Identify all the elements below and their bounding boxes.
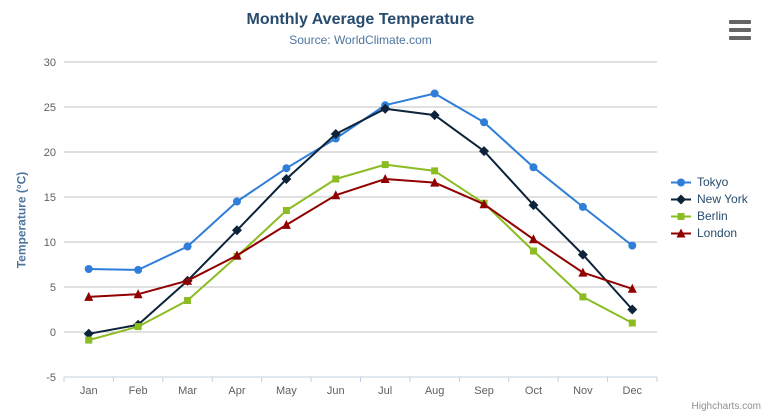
y-axis-tick-label: 30	[44, 57, 56, 69]
data-point-marker	[676, 194, 686, 205]
legend-item-new-york[interactable]: New York	[670, 193, 748, 206]
square-legend-icon	[671, 213, 691, 220]
y-axis-tick-label: 15	[44, 192, 56, 204]
series-line-berlin	[88, 163, 633, 342]
data-point-marker[interactable]	[528, 234, 538, 244]
series-line-tokyo	[88, 92, 633, 271]
x-axis-tick-label: May	[276, 385, 297, 397]
data-point-marker[interactable]	[430, 177, 440, 187]
data-point-marker[interactable]	[627, 283, 637, 293]
data-point-marker[interactable]	[281, 219, 291, 229]
y-axis-tick-label: -5	[46, 372, 56, 384]
data-point-marker[interactable]	[431, 167, 439, 175]
data-point-marker[interactable]	[330, 129, 341, 139]
y-axis-tick-label: 5	[50, 282, 56, 294]
x-axis-tick-label: Sep	[474, 385, 494, 397]
data-point-marker[interactable]	[84, 265, 93, 273]
data-point-marker[interactable]	[529, 163, 538, 172]
triangle-legend-icon	[671, 228, 691, 238]
data-point-marker[interactable]	[83, 328, 94, 339]
legend: Tokyo New York Berlin London	[670, 176, 748, 240]
y-axis-title: Temperature (°C)	[14, 171, 28, 268]
hamburger-icon	[729, 28, 751, 32]
data-point-marker[interactable]	[85, 336, 93, 344]
data-point-marker[interactable]	[578, 267, 588, 277]
data-point-marker[interactable]	[184, 297, 192, 304]
data-point-marker[interactable]	[381, 161, 389, 169]
legend-label-london: London	[697, 226, 738, 240]
data-point-marker[interactable]	[480, 118, 489, 127]
data-point-marker[interactable]	[627, 304, 638, 315]
data-point-marker[interactable]	[231, 225, 242, 236]
data-point-marker[interactable]	[380, 103, 391, 114]
data-point-marker[interactable]	[430, 89, 439, 98]
data-point-marker	[676, 228, 686, 238]
y-axis-tick-label: 25	[44, 102, 56, 114]
series-line-london	[88, 178, 633, 298]
hamburger-icon	[729, 20, 751, 24]
data-point-marker[interactable]	[479, 199, 489, 209]
highcharts-credit[interactable]: Highcharts.com	[691, 401, 761, 412]
data-point-marker[interactable]	[331, 190, 341, 200]
data-point-marker[interactable]	[529, 247, 537, 255]
data-point-marker	[677, 178, 685, 187]
data-point-marker[interactable]	[183, 275, 193, 285]
legend-item-london[interactable]: London	[670, 227, 748, 240]
x-axis-tick-label: Dec	[623, 385, 643, 397]
data-point-marker[interactable]	[628, 241, 637, 250]
x-axis-tick-label: Feb	[129, 385, 148, 397]
data-point-marker[interactable]	[380, 174, 390, 183]
export-menu-button[interactable]	[729, 20, 753, 40]
x-axis-tick-label: Nov	[573, 385, 593, 397]
x-axis-tick-label: Jun	[327, 385, 345, 397]
legend-item-tokyo[interactable]: Tokyo	[670, 176, 748, 189]
series-new-york	[83, 103, 638, 339]
chart-subtitle: Source: WorldClimate.com	[289, 33, 432, 47]
diamond-legend-icon	[671, 194, 691, 205]
data-point-marker[interactable]	[429, 110, 440, 121]
data-point-marker[interactable]	[628, 319, 636, 327]
x-axis-tick-label: Apr	[228, 385, 245, 397]
x-axis-tick-label: Mar	[178, 385, 197, 397]
data-point-marker[interactable]	[281, 174, 292, 184]
data-point-marker[interactable]	[232, 250, 242, 260]
data-point-marker[interactable]	[479, 146, 490, 157]
data-point-marker[interactable]	[134, 323, 142, 331]
data-point-marker[interactable]	[577, 249, 588, 260]
data-point-marker[interactable]	[579, 293, 587, 301]
data-point-marker[interactable]	[84, 291, 94, 301]
data-point-marker[interactable]	[282, 164, 291, 173]
series-tokyo	[84, 89, 637, 274]
legend-label-tokyo: Tokyo	[697, 175, 729, 189]
x-axis-tick-label: Jul	[378, 385, 392, 397]
series-london	[84, 174, 637, 301]
data-point-marker[interactable]	[578, 202, 587, 211]
y-axis-tick-label: 10	[44, 237, 56, 249]
x-axis-tick-label: Jan	[80, 385, 98, 397]
x-axis-tick-label: Oct	[525, 385, 542, 397]
y-axis-tick-label: 0	[50, 327, 56, 339]
data-point-marker[interactable]	[332, 175, 340, 183]
data-point-marker[interactable]	[183, 242, 192, 251]
series-line-new-york	[88, 107, 634, 335]
x-axis-tick-label: Aug	[425, 385, 445, 397]
data-point-marker[interactable]	[528, 200, 539, 211]
data-point-marker	[677, 213, 685, 220]
data-point-marker[interactable]	[133, 289, 143, 299]
legend-label-berlin: Berlin	[697, 209, 728, 223]
legend-item-berlin[interactable]: Berlin	[670, 210, 748, 223]
data-point-marker[interactable]	[134, 265, 143, 274]
data-point-marker[interactable]	[232, 197, 241, 206]
chart-title: Monthly Average Temperature	[246, 11, 475, 28]
hamburger-icon	[729, 36, 751, 40]
y-axis-tick-label: 20	[44, 147, 56, 159]
circle-legend-icon	[671, 178, 691, 187]
legend-label-new-york: New York	[697, 192, 748, 206]
data-point-marker[interactable]	[282, 207, 290, 214]
